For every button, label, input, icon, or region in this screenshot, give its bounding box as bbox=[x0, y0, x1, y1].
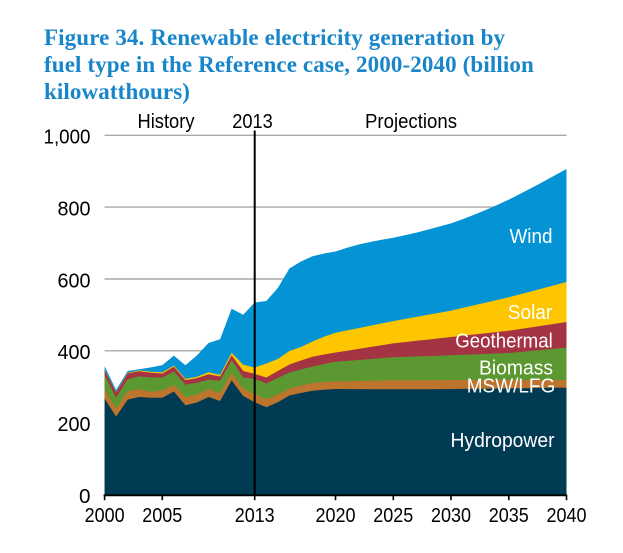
svg-text:Solar: Solar bbox=[508, 301, 553, 324]
svg-text:2005: 2005 bbox=[142, 504, 182, 527]
svg-text:MSW/LFG: MSW/LFG bbox=[467, 375, 556, 398]
svg-text:600: 600 bbox=[58, 269, 91, 292]
svg-text:2013: 2013 bbox=[235, 504, 275, 527]
svg-text:Biomass: Biomass bbox=[479, 357, 553, 380]
svg-text:2020: 2020 bbox=[316, 504, 356, 527]
svg-text:2000: 2000 bbox=[85, 504, 125, 527]
svg-text:800: 800 bbox=[58, 198, 91, 221]
svg-text:2025: 2025 bbox=[373, 504, 413, 527]
svg-text:Hydropower: Hydropower bbox=[451, 429, 555, 452]
svg-text:1,000: 1,000 bbox=[44, 126, 91, 149]
svg-text:200: 200 bbox=[58, 413, 91, 436]
svg-text:2035: 2035 bbox=[489, 504, 529, 527]
svg-text:2030: 2030 bbox=[431, 504, 471, 527]
svg-text:Wind: Wind bbox=[510, 225, 553, 248]
svg-text:2040: 2040 bbox=[547, 504, 587, 527]
svg-text:Geothermal: Geothermal bbox=[455, 330, 553, 353]
svg-text:0: 0 bbox=[79, 485, 91, 508]
svg-text:2013: 2013 bbox=[232, 110, 273, 133]
svg-text:400: 400 bbox=[58, 341, 91, 364]
svg-text:History: History bbox=[138, 110, 196, 133]
svg-text:Projections: Projections bbox=[365, 110, 457, 133]
